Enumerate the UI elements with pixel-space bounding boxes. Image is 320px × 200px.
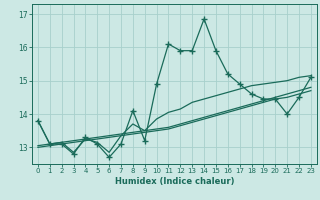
X-axis label: Humidex (Indice chaleur): Humidex (Indice chaleur) [115, 177, 234, 186]
